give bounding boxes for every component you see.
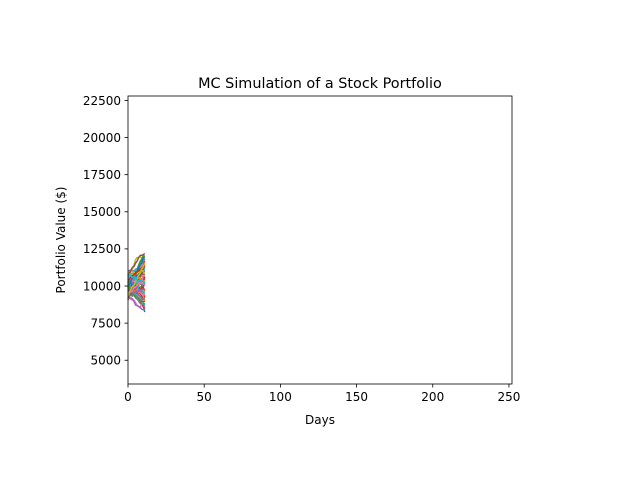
- y-tick-label: 22500: [83, 94, 121, 108]
- simulation-path-line: [127, 296, 145, 311]
- simulation-path-line: [127, 272, 146, 284]
- y-tick-label: 12500: [83, 242, 121, 256]
- y-tick-label: 10000: [83, 279, 121, 293]
- x-tick-label: 200: [421, 390, 444, 404]
- simulation-path-line: [127, 252, 146, 276]
- chart-title: MC Simulation of a Stock Portfolio: [198, 76, 442, 92]
- x-tick-label: 150: [345, 390, 368, 404]
- y-axis-ticks: 5000 7500 10000 12500 15000 17500 20000 22500: [83, 94, 128, 368]
- simulation-paths: [127, 252, 146, 313]
- plot-area-frame: [127, 95, 513, 385]
- x-tick-label: 100: [269, 390, 292, 404]
- y-axis-label: Portfolio Value ($): [54, 187, 68, 294]
- y-tick-label: 20000: [83, 131, 121, 145]
- x-axis-ticks: 0 50 100 150 200 250: [124, 384, 520, 404]
- simulation-path-line: [127, 292, 146, 301]
- x-tick-label: 0: [124, 390, 132, 404]
- simulation-path-line: [127, 274, 145, 294]
- y-tick-label: 15000: [83, 205, 121, 219]
- y-tick-label: 7500: [90, 316, 121, 330]
- x-tick-label: 250: [497, 390, 520, 404]
- y-tick-label: 17500: [83, 168, 121, 182]
- y-tick-label: 5000: [90, 354, 121, 368]
- x-axis-label: Days: [305, 413, 335, 427]
- x-tick-label: 50: [197, 390, 212, 404]
